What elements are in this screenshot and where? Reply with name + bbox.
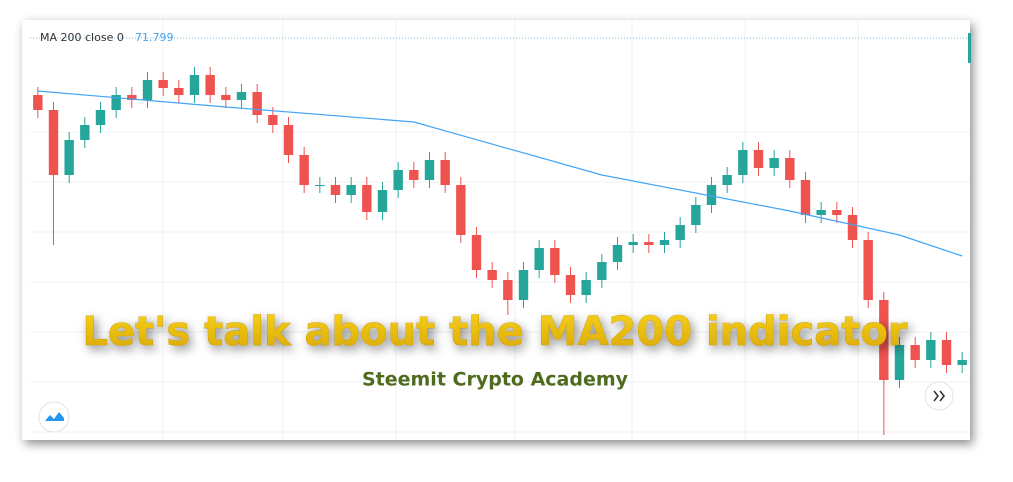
candle-body <box>456 185 466 235</box>
candle-body <box>64 140 74 175</box>
candle-body <box>659 240 670 245</box>
candle-body <box>894 345 905 380</box>
candle-body <box>236 92 247 100</box>
candle-body <box>142 80 153 100</box>
candle-body <box>753 150 764 168</box>
candle-body <box>48 110 59 175</box>
indicator-value: 71.799 <box>135 31 174 44</box>
candle-body <box>785 158 795 180</box>
candle-body <box>377 190 388 212</box>
candle-body <box>487 270 497 280</box>
candle-body <box>769 158 779 168</box>
candle-body <box>644 242 654 245</box>
plot <box>33 67 967 435</box>
candle-body <box>95 110 106 125</box>
subtitle: Steemit Crypto Academy <box>362 369 629 391</box>
candle-body <box>738 150 748 175</box>
candle-body <box>268 115 278 125</box>
indicator-label: MA 200 close 0 <box>40 31 124 44</box>
scroll-icon <box>933 390 946 402</box>
candle-body <box>800 180 811 215</box>
title: Let's talk about the MA200 indicator <box>82 309 907 355</box>
candle-body <box>534 248 544 270</box>
candle-body <box>393 170 403 190</box>
price-marker <box>968 33 971 63</box>
candle-body <box>299 155 309 185</box>
candle-body <box>612 245 623 262</box>
candle-body <box>33 95 43 110</box>
logo-icon <box>45 412 64 421</box>
candle-body <box>189 75 200 95</box>
candle-body <box>565 275 576 295</box>
candle-body <box>879 300 889 380</box>
candle-body <box>158 80 168 88</box>
candle-body <box>691 205 701 225</box>
candle-body <box>675 225 685 240</box>
candle-body <box>816 210 826 215</box>
candle-body <box>847 215 858 240</box>
candle-body <box>283 125 294 155</box>
candle-body <box>597 262 607 280</box>
candle-body <box>127 95 137 100</box>
candle-body <box>252 92 262 115</box>
candle-body <box>440 160 450 185</box>
candle-body <box>111 95 121 110</box>
candle-body <box>941 340 952 365</box>
candle-body <box>205 75 215 95</box>
candle-body <box>315 185 325 186</box>
candle-body <box>174 88 184 95</box>
ma-line <box>37 90 963 257</box>
candle-body <box>706 185 717 205</box>
candle-body <box>409 170 419 180</box>
candle-body <box>926 340 936 360</box>
candle-body <box>581 280 591 295</box>
candle-body <box>832 210 842 215</box>
candle-body <box>518 270 529 300</box>
logo-button[interactable] <box>38 401 70 433</box>
candle-body <box>221 95 231 100</box>
candle-body <box>503 280 513 300</box>
candle-body <box>957 360 967 365</box>
candle-body <box>628 242 638 245</box>
candle-body <box>863 240 873 300</box>
candle-body <box>550 248 560 275</box>
candle-body <box>722 175 732 185</box>
candle-body <box>424 160 435 180</box>
candle-body <box>471 235 482 270</box>
candle-body <box>330 185 341 195</box>
candle-body <box>910 345 920 360</box>
candle-body <box>362 185 372 212</box>
candle-body <box>346 185 356 195</box>
candle-body <box>80 125 90 140</box>
